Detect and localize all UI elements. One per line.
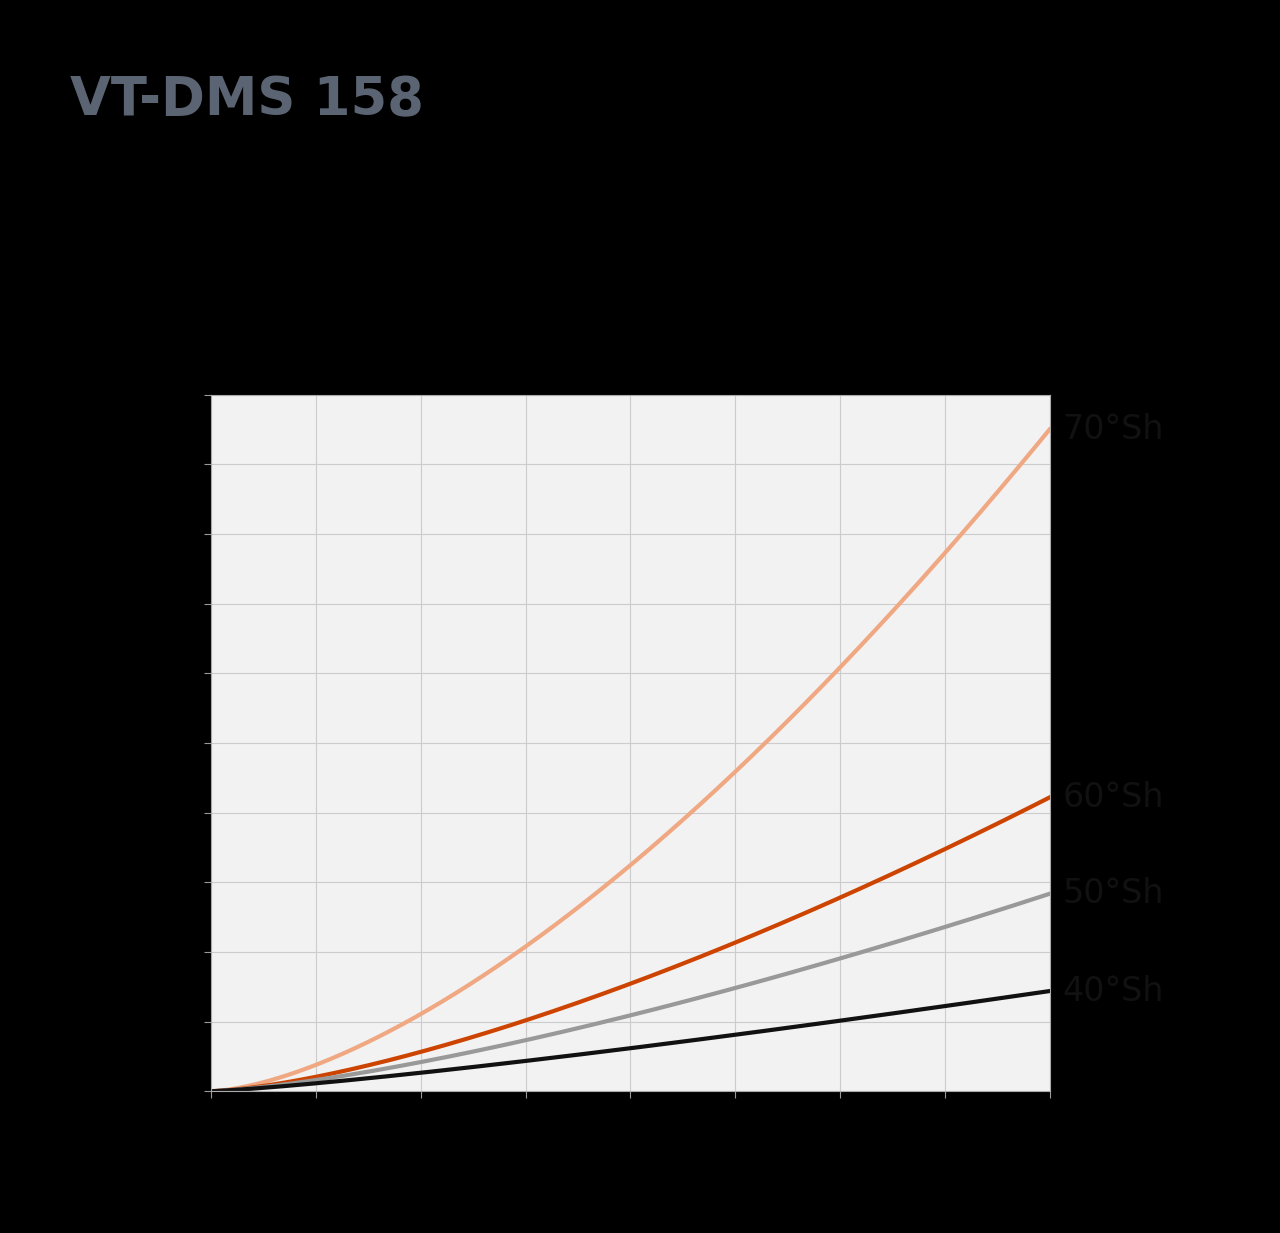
Text: 70°Sh: 70°Sh	[1062, 413, 1164, 446]
Text: 60°Sh: 60°Sh	[1062, 780, 1164, 814]
Text: VT-DMS 158: VT-DMS 158	[70, 74, 424, 126]
Text: 40°Sh: 40°Sh	[1062, 974, 1164, 1007]
Text: 50°Sh: 50°Sh	[1062, 878, 1164, 910]
